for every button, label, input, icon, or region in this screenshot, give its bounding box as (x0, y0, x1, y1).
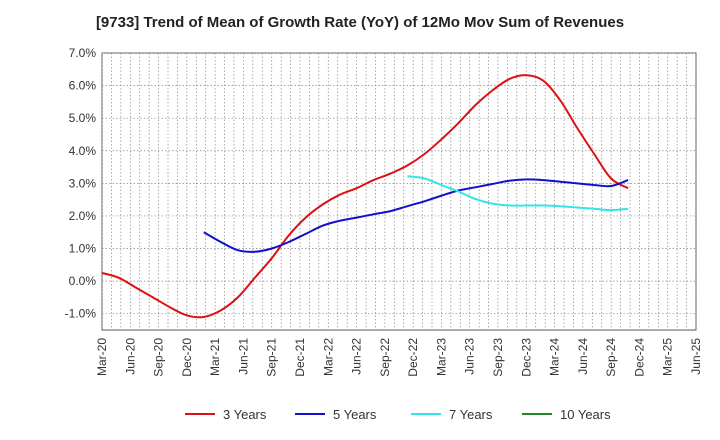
x-tick-label: Dec-20 (180, 338, 194, 377)
x-tick-label: Mar-24 (548, 338, 562, 376)
x-tick-label: Mar-21 (208, 338, 222, 376)
x-tick-label: Mar-25 (661, 338, 675, 376)
x-tick-label: Mar-23 (434, 338, 448, 376)
x-tick-label: Mar-20 (95, 338, 109, 376)
x-tick-label: Jun-24 (576, 338, 590, 375)
legend-label-3-years: 3 Years (223, 407, 267, 422)
x-tick-label: Jun-21 (236, 338, 250, 375)
series-line-7-years (407, 175, 629, 212)
x-tick-label: Sep-21 (265, 338, 279, 377)
x-tick-label: Jun-25 (689, 338, 703, 375)
x-tick-label: Sep-24 (604, 338, 618, 377)
y-tick-label: 1.0% (69, 242, 97, 256)
x-tick-label: Sep-22 (378, 338, 392, 377)
y-tick-label: -1.0% (65, 307, 97, 321)
y-tick-label: 0.0% (69, 274, 97, 288)
series-line-3-years (101, 74, 629, 319)
y-tick-label: 7.0% (69, 46, 97, 60)
series-line-5-years (203, 178, 629, 253)
x-tick-label: Sep-23 (491, 338, 505, 377)
legend-label-10-years: 10 Years (560, 407, 611, 422)
x-tick-label: Sep-20 (152, 338, 166, 377)
y-tick-label: 3.0% (69, 176, 97, 190)
x-tick-label: Dec-23 (519, 338, 533, 377)
x-tick-label: Jun-23 (463, 338, 477, 375)
y-tick-label: 2.0% (69, 209, 97, 223)
y-tick-label: 6.0% (69, 79, 97, 93)
x-tick-label: Jun-20 (123, 338, 137, 375)
x-tick-label: Dec-22 (406, 338, 420, 377)
y-tick-label: 4.0% (69, 144, 97, 158)
x-tick-label: Jun-22 (350, 338, 364, 375)
x-tick-label: Mar-22 (321, 338, 335, 376)
y-tick-label: 5.0% (69, 111, 97, 125)
chart-title: [9733] Trend of Mean of Growth Rate (YoY… (95, 14, 625, 31)
legend-label-7-years: 7 Years (449, 407, 493, 422)
x-tick-label: Dec-24 (632, 338, 646, 377)
x-tick-label: Dec-21 (293, 338, 307, 377)
plot-area (101, 52, 697, 331)
legend-label-5-years: 5 Years (333, 407, 377, 422)
